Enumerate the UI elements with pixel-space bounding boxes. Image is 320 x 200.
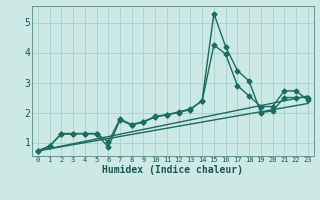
X-axis label: Humidex (Indice chaleur): Humidex (Indice chaleur) [102, 165, 243, 175]
